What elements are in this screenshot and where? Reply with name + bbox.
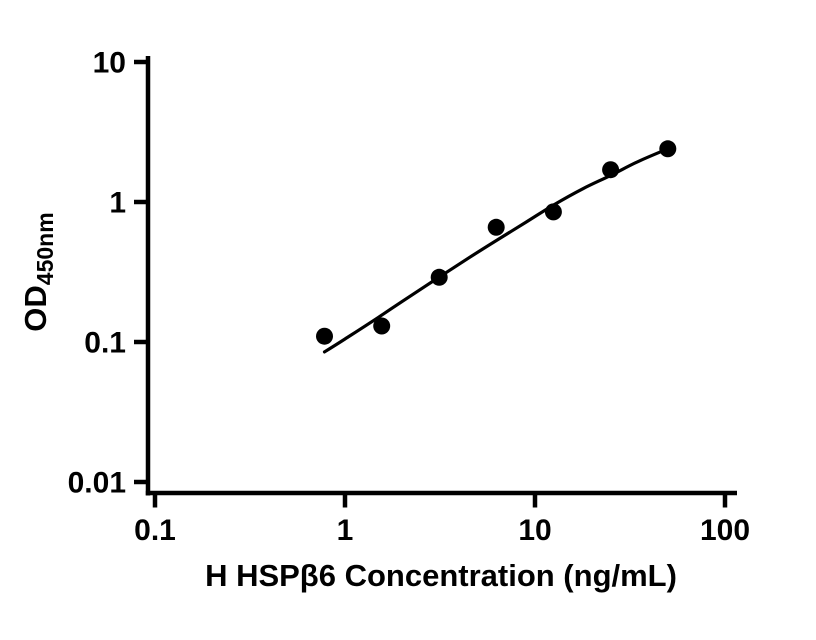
data-point	[373, 317, 391, 335]
axes	[145, 56, 737, 496]
x-tick-label: 100	[700, 514, 750, 547]
data-point	[487, 218, 505, 236]
data-point	[316, 327, 333, 345]
y-tick-label: 10	[93, 47, 126, 80]
x-tick-label: 10	[518, 514, 551, 547]
tick-marks	[134, 59, 728, 508]
y-axis-title: OD450nm	[18, 212, 58, 331]
y-tick-label: 1	[109, 187, 126, 220]
data-point	[602, 161, 620, 179]
data-point	[430, 268, 448, 286]
data-points	[316, 140, 677, 345]
x-tick-label: 1	[337, 514, 354, 547]
data-point	[544, 203, 562, 221]
x-axis-title: H HSPβ6 Concentration (ng/mL)	[205, 558, 677, 593]
data-point	[659, 140, 677, 158]
y-axis-title-sub: 450nm	[32, 212, 58, 285]
y-tick-label: 0.1	[84, 327, 126, 360]
y-tick-label: 0.01	[68, 467, 126, 500]
x-tick-label: 0.1	[134, 514, 176, 547]
y-axis-title-main: OD	[18, 285, 53, 332]
